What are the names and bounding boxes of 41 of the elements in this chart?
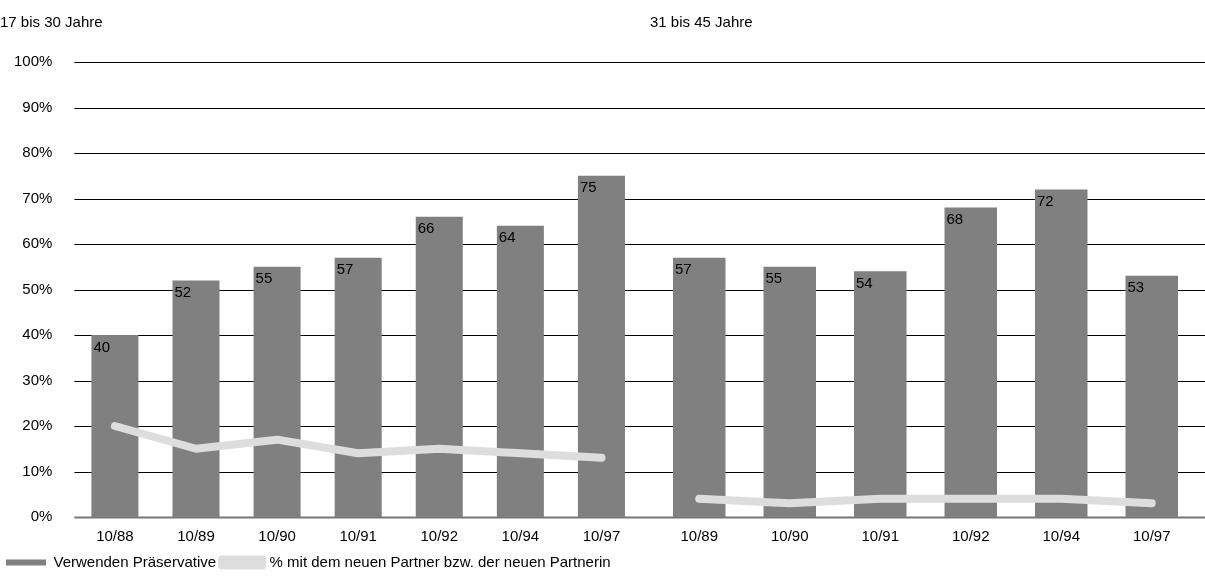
y-tick-label: 10% [22, 461, 53, 479]
y-tick-label: 100% [13, 52, 53, 70]
data-label: 57 [675, 260, 692, 278]
data-label: 55 [255, 269, 273, 287]
x-tick-label: 10/89 [680, 527, 719, 545]
data-label: 52 [174, 283, 192, 301]
data-label: 55 [765, 269, 783, 287]
x-tick-label: 10/88 [96, 527, 134, 545]
chart-title: 31 bis 45 Jahre [650, 13, 753, 31]
x-tick-label: 10/90 [770, 527, 809, 545]
y-tick-label: 60% [22, 234, 53, 252]
x-tick-label: 10/91 [861, 527, 900, 545]
data-label: 72 [1037, 192, 1054, 210]
x-tick-label: 10/92 [420, 527, 459, 545]
data-label: 66 [417, 219, 435, 237]
y-tick-label: 80% [22, 143, 53, 161]
legend-label: Verwenden Präservative [53, 552, 217, 570]
y-tick-label: 0% [30, 507, 53, 525]
x-tick-label: 10/94 [1042, 527, 1081, 545]
y-tick-label: 90% [22, 97, 53, 115]
data-label: 53 [1127, 278, 1145, 296]
chart-title: 17 bis 30 Jahre [0, 13, 103, 31]
y-tick-label: 70% [22, 188, 53, 206]
y-tick-label: 30% [22, 370, 53, 388]
data-label: 57 [336, 260, 354, 278]
y-tick-label: 40% [22, 325, 53, 343]
data-label: 68 [946, 210, 964, 228]
x-tick-label: 10/94 [501, 527, 540, 545]
x-tick-label: 10/97 [1132, 527, 1171, 545]
data-label: 54 [856, 273, 873, 291]
data-label: 40 [93, 337, 111, 355]
y-tick-label: 20% [22, 416, 53, 434]
x-tick-label: 10/92 [951, 527, 990, 545]
legend-label: % mit dem neuen Partner bzw. der neuen Partnerin [269, 552, 611, 570]
data-label: 75 [579, 178, 597, 196]
y-tick-label: 50% [22, 279, 53, 297]
x-tick-label: 10/91 [339, 527, 377, 545]
x-tick-label: 10/89 [177, 527, 215, 545]
data-label: 64 [498, 228, 516, 246]
x-tick-label: 10/97 [582, 527, 621, 545]
x-tick-label: 10/90 [258, 527, 296, 545]
